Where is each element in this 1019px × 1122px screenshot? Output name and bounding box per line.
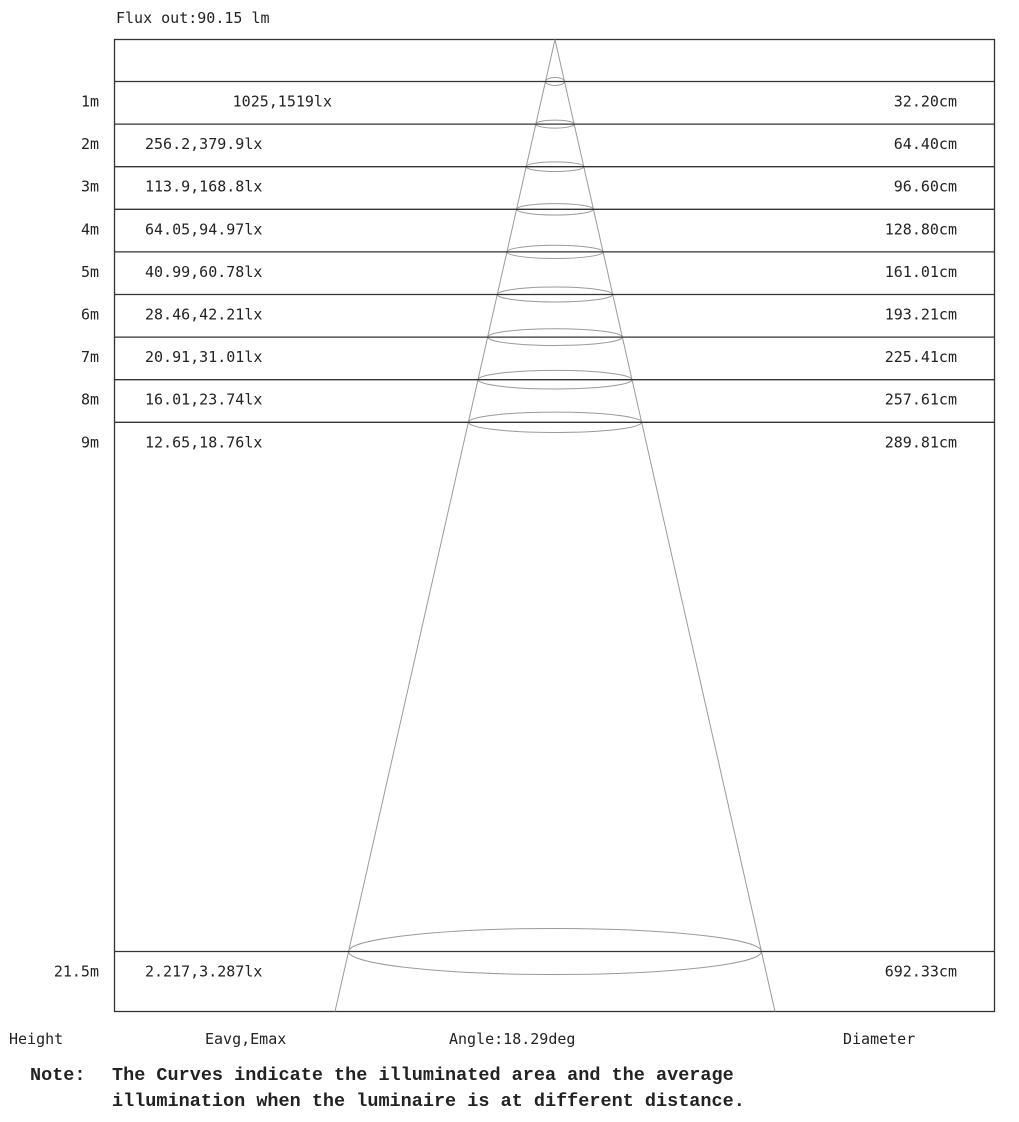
illuminance-label: 12.65,18.76lx bbox=[145, 433, 262, 451]
illuminance-label: 28.46,42.21lx bbox=[145, 306, 262, 324]
illuminance-label: 40.99,60.78lx bbox=[145, 263, 262, 281]
eavg-emax-axis-label: Eavg,Emax bbox=[205, 1030, 286, 1048]
illuminance-label: 1025,1519lx bbox=[233, 93, 332, 111]
diameter-label: 64.40cm bbox=[894, 135, 957, 153]
height-label: 9m bbox=[81, 433, 99, 451]
table-rows: 1m 1025,1519lx 32.20cm 2m 256.2,379.9lx 64.40… bbox=[54, 80, 995, 981]
diameter-label: 225.41cm bbox=[885, 348, 957, 366]
height-label: 8m bbox=[81, 391, 99, 409]
note-prefix: Note: bbox=[30, 1065, 86, 1086]
height-label: 2m bbox=[81, 135, 99, 153]
note-line-1: The Curves indicate the illuminated area… bbox=[112, 1065, 734, 1086]
height-label: 4m bbox=[81, 220, 99, 238]
diameter-label: 32.20cm bbox=[894, 93, 957, 111]
height-label: 7m bbox=[81, 348, 99, 366]
diameter-label: 193.21cm bbox=[885, 306, 957, 324]
diameter-label: 128.80cm bbox=[885, 220, 957, 238]
height-axis-label: Height bbox=[9, 1030, 63, 1048]
cone-left-edge bbox=[334, 39, 556, 1012]
diameter-axis-label: Diameter bbox=[843, 1030, 915, 1048]
height-label: 6m bbox=[81, 306, 99, 324]
diameter-label: 161.01cm bbox=[885, 263, 957, 281]
angle-label: Angle:18.29deg bbox=[449, 1030, 575, 1048]
flux-label: Flux out:90.15 lm bbox=[116, 9, 270, 27]
height-label: 3m bbox=[81, 178, 99, 196]
illuminance-label: 256.2,379.9lx bbox=[145, 135, 262, 153]
light-cone bbox=[334, 39, 776, 1012]
height-label: 5m bbox=[81, 263, 99, 281]
height-label: 1m bbox=[81, 93, 99, 111]
illuminance-label: 113.9,168.8lx bbox=[145, 178, 262, 196]
height-label: 21.5m bbox=[54, 963, 99, 981]
illuminance-label: 16.01,23.74lx bbox=[145, 391, 262, 409]
illuminance-label: 20.91,31.01lx bbox=[145, 348, 262, 366]
cone-right-edge bbox=[554, 39, 776, 1012]
diameter-label: 257.61cm bbox=[885, 391, 957, 409]
note-line-2: illumination when the luminaire is at di… bbox=[112, 1091, 745, 1112]
diameter-label: 289.81cm bbox=[885, 433, 957, 451]
diameter-label: 96.60cm bbox=[894, 178, 957, 196]
illuminance-label: 64.05,94.97lx bbox=[145, 220, 262, 238]
diameter-label: 692.33cm bbox=[885, 963, 957, 981]
illuminance-label: 2.217,3.287lx bbox=[145, 963, 262, 981]
